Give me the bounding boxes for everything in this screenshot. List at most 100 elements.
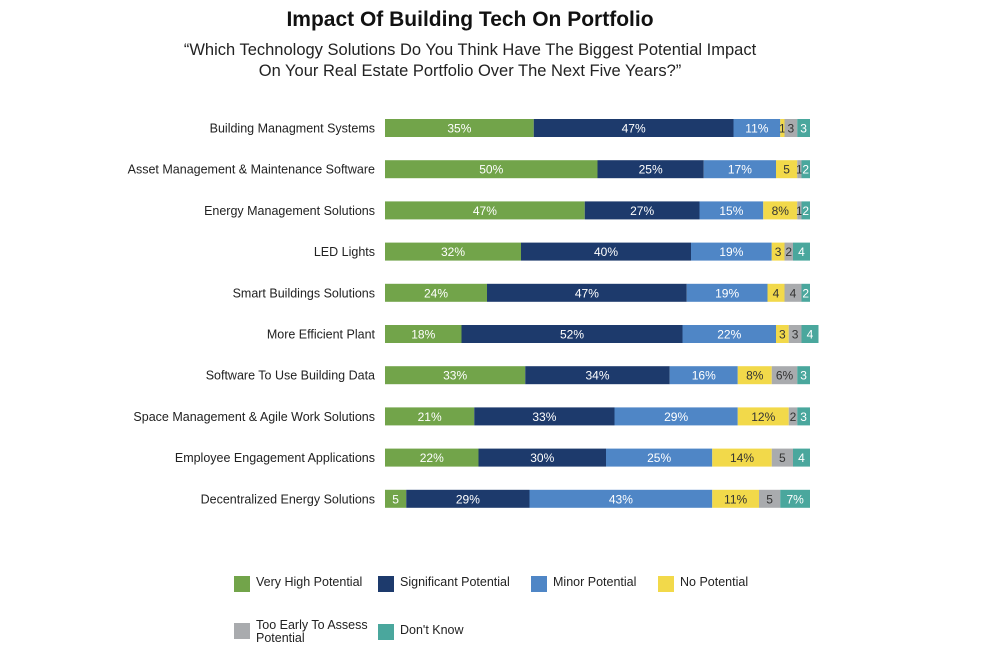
bar-label-significant-potential-employee-engagement-applications: 30% [530,451,554,465]
bar-significant-potential-building-managment-systems [533,119,734,137]
bar-minor-potential-employee-engagement-applications [606,448,713,467]
bar-label-too-early-to-assess-potential-employee-engagement-applications: 5 [779,451,786,465]
legend-label-very-high: Very High Potential [256,575,363,589]
bar-label-don-t-know-energy-management-solutions: 2 [802,204,809,218]
bar-minor-potential-energy-management-solutions [699,201,764,220]
bar-too-early-to-assess-potential-building-managment-systems [784,119,798,137]
category-label-more-efficient-plant: More Efficient Plant [267,328,376,342]
bar-too-early-to-assess-potential-more-efficient-plant [788,325,802,343]
bar-don-t-know-led-lights [793,242,810,261]
chart-subtitle: “Which Technology Solutions Do You Think… [140,40,800,82]
legend-item-no-potential: No Potential [658,576,748,592]
legend-label-too-early: Too Early To Assess Potential [256,619,368,645]
bar-label-significant-potential-smart-buildings-solutions: 47% [575,286,599,300]
bar-label-significant-potential-space-management-and-agile-work-solutions: 33% [532,410,556,424]
bar-label-don-t-know-more-efficient-plant: 4 [807,328,814,342]
bar-label-no-potential-more-efficient-plant: 3 [779,328,786,342]
bar-label-no-potential-asset-management-and-maintenance-software: 5 [783,163,790,177]
bar-no-potential-smart-buildings-solutions [767,283,785,302]
subtitle-line-1: “Which Technology Solutions Do You Think… [183,41,757,59]
bar-label-very-high-potential-asset-management-and-maintenance-software: 50% [479,163,503,177]
legend-swatch-dont-know [378,624,394,640]
category-label-software-to-use-building-data: Software To Use Building Data [206,369,375,383]
bar-label-minor-potential-building-managment-systems: 11% [745,122,768,136]
bar-label-too-early-to-assess-potential-more-efficient-plant: 3 [792,328,799,342]
bar-label-too-early-to-assess-potential-building-managment-systems: 3 [788,122,795,136]
legend-label-too-early-line-1: Too Early To Assess [256,618,368,632]
bar-don-t-know-more-efficient-plant [801,325,819,343]
bar-too-early-to-assess-potential-space-management-and-agile-work-solutions [788,407,798,426]
category-label-building-managment-systems: Building Managment Systems [210,122,375,136]
category-label-energy-management-solutions: Energy Management Solutions [204,204,375,218]
category-label-led-lights: LED Lights [314,245,375,259]
bar-label-significant-potential-energy-management-solutions: 27% [630,204,654,218]
bar-label-minor-potential-employee-engagement-applications: 25% [647,451,671,465]
bar-significant-potential-led-lights [521,242,691,261]
category-label-asset-management-and-maintenance-software: Asset Management & Maintenance Software [128,163,375,177]
legend-label-too-early-line-2: Potential [256,631,305,645]
bar-label-no-potential-decentralized-energy-solutions: 11% [724,492,747,506]
bar-label-don-t-know-software-to-use-building-data: 3 [800,369,807,383]
bar-minor-potential-space-management-and-agile-work-solutions [614,407,738,426]
legend-item-minor: Minor Potential [531,576,636,592]
bar-significant-potential-software-to-use-building-data [525,366,670,385]
legend-label-dont-know: Don't Know [400,623,464,637]
bar-label-no-potential-energy-management-solutions: 8% [772,204,790,218]
bar-no-potential-asset-management-and-maintenance-software [776,160,798,179]
bar-very-high-potential-space-management-and-agile-work-solutions [385,407,475,426]
legend-swatch-minor [531,576,547,592]
bar-label-very-high-potential-building-managment-systems: 35% [447,122,471,136]
bar-label-too-early-to-assess-potential-asset-management-and-maintenance-software: 1 [796,163,803,177]
bar-label-minor-potential-asset-management-and-maintenance-software: 17% [728,163,752,177]
category-label-decentralized-energy-solutions: Decentralized Energy Solutions [201,492,375,506]
bar-label-significant-potential-building-managment-systems: 47% [622,122,646,136]
bar-label-no-potential-space-management-and-agile-work-solutions: 12% [751,410,775,424]
legend-item-too-early: Too Early To Assess Potential [234,619,368,645]
bar-don-t-know-employee-engagement-applications [793,448,810,467]
bar-label-significant-potential-more-efficient-plant: 52% [560,328,584,342]
bar-very-high-potential-asset-management-and-maintenance-software [385,160,598,179]
bar-label-don-t-know-decentralized-energy-solutions: 7% [786,492,804,506]
bar-label-very-high-potential-software-to-use-building-data: 33% [443,369,467,383]
bar-minor-potential-led-lights [691,242,772,261]
bar-too-early-to-assess-potential-energy-management-solutions [797,201,802,220]
bar-label-too-early-to-assess-potential-decentralized-energy-solutions: 5 [766,492,773,506]
category-label-space-management-and-agile-work-solutions: Space Management & Agile Work Solutions [133,410,375,424]
bar-label-don-t-know-led-lights: 4 [798,245,805,259]
bar-label-minor-potential-energy-management-solutions: 15% [719,204,743,218]
bar-label-minor-potential-smart-buildings-solutions: 19% [715,286,739,300]
bar-label-too-early-to-assess-potential-led-lights: 2 [785,245,792,259]
bar-label-very-high-potential-smart-buildings-solutions: 24% [424,286,448,300]
bar-minor-potential-software-to-use-building-data [669,366,738,385]
bar-label-significant-potential-software-to-use-building-data: 34% [585,369,609,383]
bar-very-high-potential-energy-management-solutions [385,201,585,220]
legend-item-dont-know: Don't Know [378,624,464,640]
bar-very-high-potential-building-managment-systems [385,119,534,137]
bar-very-high-potential-more-efficient-plant [385,325,462,343]
bar-label-minor-potential-software-to-use-building-data: 16% [692,369,716,383]
bar-label-very-high-potential-space-management-and-agile-work-solutions: 21% [418,410,442,424]
bar-label-too-early-to-assess-potential-space-management-and-agile-work-solutions: 2 [790,410,797,424]
bar-label-minor-potential-led-lights: 19% [719,245,743,259]
legend-item-significant: Significant Potential [378,576,510,592]
bar-minor-potential-asset-management-and-maintenance-software [703,160,776,179]
bar-too-early-to-assess-potential-led-lights [784,242,793,261]
bar-no-potential-employee-engagement-applications [712,448,772,467]
bar-label-don-t-know-employee-engagement-applications: 4 [798,451,805,465]
bar-no-potential-energy-management-solutions [763,201,798,220]
bar-no-potential-more-efficient-plant [776,325,789,343]
bar-label-no-potential-software-to-use-building-data: 8% [746,369,764,383]
bar-significant-potential-more-efficient-plant [461,325,683,343]
bar-don-t-know-building-managment-systems [797,119,810,137]
bar-don-t-know-energy-management-solutions [801,201,810,220]
bar-minor-potential-smart-buildings-solutions [686,283,768,302]
bar-label-don-t-know-space-management-and-agile-work-solutions: 3 [800,410,807,424]
bar-too-early-to-assess-potential-software-to-use-building-data [771,366,798,385]
bar-significant-potential-energy-management-solutions [584,201,700,220]
bar-label-minor-potential-decentralized-energy-solutions: 43% [609,492,633,506]
bar-label-very-high-potential-led-lights: 32% [441,245,465,259]
bar-significant-potential-smart-buildings-solutions [487,283,687,302]
bar-minor-potential-building-managment-systems [733,119,781,137]
bar-don-t-know-decentralized-energy-solutions [780,489,810,508]
bar-too-early-to-assess-potential-decentralized-energy-solutions [759,489,781,508]
